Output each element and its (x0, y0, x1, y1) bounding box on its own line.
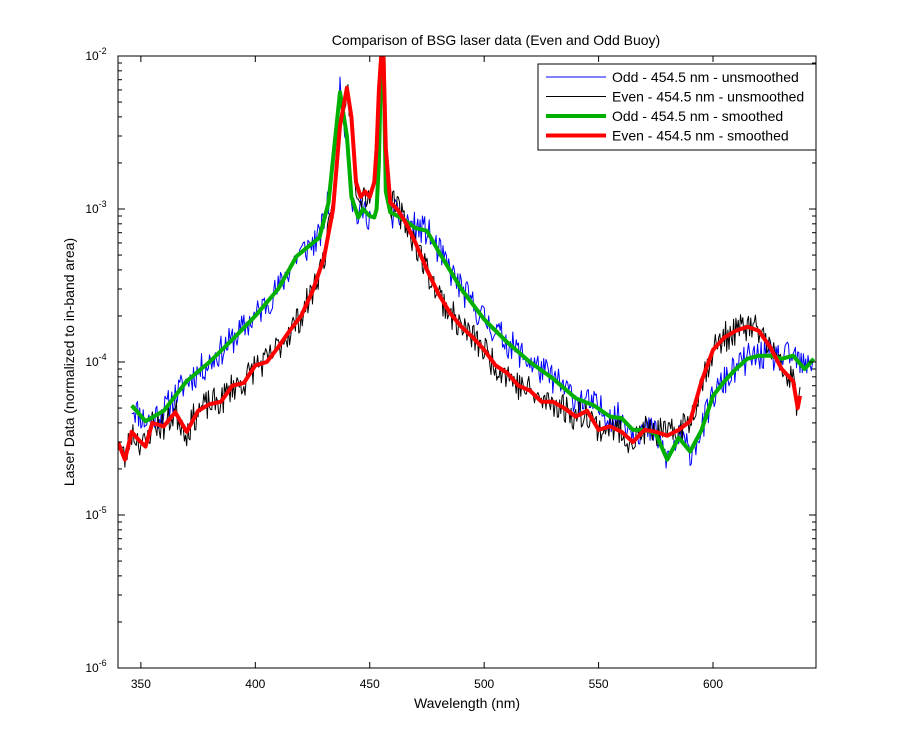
x-tick-label: 550 (589, 677, 609, 691)
x-tick-label: 350 (131, 677, 151, 691)
y-tick-label: 10-4 (85, 352, 106, 369)
x-tick-label: 500 (474, 677, 494, 691)
legend-label: Even - 454.5 nm - smoothed (612, 128, 789, 144)
legend-label: Odd - 454.5 nm - smoothed (612, 108, 783, 124)
y-tick-label: 10-2 (85, 46, 106, 63)
x-tick-label: 450 (360, 677, 380, 691)
legend-label: Even - 454.5 nm - unsmoothed (612, 89, 804, 105)
x-tick-label: 400 (245, 677, 265, 691)
plot-frame (117, 55, 817, 669)
legend-label: Odd - 454.5 nm - unsmoothed (612, 69, 799, 85)
y-tick-label: 10-3 (85, 199, 106, 216)
x-axis-label: Wavelength (nm) (414, 695, 520, 711)
series-line-2 (130, 56, 816, 462)
legend: Odd - 454.5 nm - unsmoothed Even - 454.5 … (537, 63, 817, 151)
series-line-0 (131, 56, 815, 469)
series-line-3 (118, 56, 802, 462)
y-tick-label: 10-6 (85, 658, 106, 675)
y-axis-label: Laser Data (normalized to in-band area) (61, 238, 77, 486)
x-tick-label: 600 (703, 677, 723, 691)
y-tick-label: 10-5 (85, 505, 106, 522)
chart-title: Comparison of BSG laser data (Even and O… (332, 32, 660, 48)
